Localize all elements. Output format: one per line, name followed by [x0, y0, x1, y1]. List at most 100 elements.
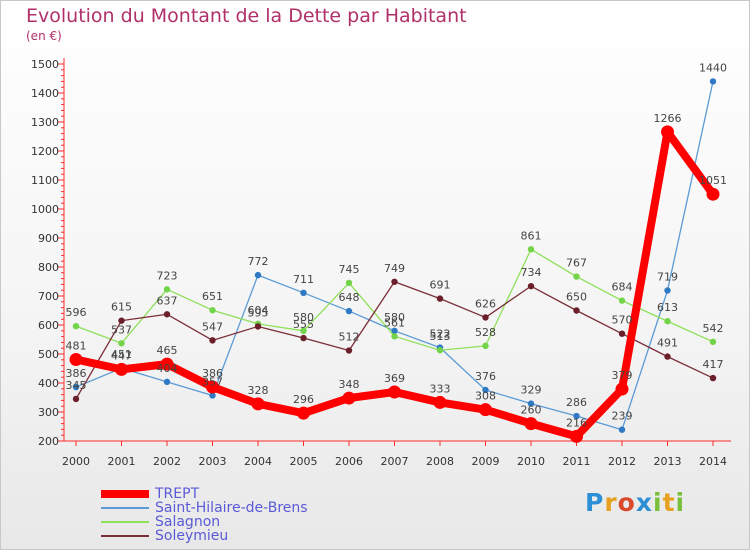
- data-label-soleymieu: 650: [566, 291, 587, 304]
- data-label-salagnon: 604: [248, 304, 269, 317]
- data-point-trept: [388, 385, 401, 399]
- y-tick-label: 1000: [31, 203, 59, 216]
- data-label-salagnon: 513: [430, 330, 451, 343]
- data-label-soleymieu: 595: [248, 306, 269, 319]
- data-label-trept: 333: [430, 382, 451, 395]
- data-point-soleymieu: [254, 323, 262, 330]
- x-tick-label: 2000: [62, 455, 90, 468]
- data-label-saint-hilaire-de-brens: 719: [657, 270, 678, 283]
- data-point-trept: [251, 397, 265, 411]
- data-point-soleymieu: [573, 307, 580, 314]
- data-point-salagnon: [391, 333, 398, 340]
- data-label-trept: 481: [66, 340, 87, 353]
- data-point-salagnon: [664, 318, 671, 325]
- data-point-saint-hilaire-de-brens: [391, 327, 398, 334]
- data-label-trept: 1051: [699, 174, 727, 187]
- data-label-saint-hilaire-de-brens: 451: [111, 348, 132, 361]
- legend-swatch-soleymieu: [101, 535, 149, 537]
- data-point-saint-hilaire-de-brens: [527, 400, 535, 407]
- y-tick-label: 400: [38, 377, 59, 390]
- axes: 200 300 400 500 600 700 800 900 1000 1100 1200 1300…: [31, 58, 731, 468]
- data-label-soleymieu: 345: [66, 379, 87, 392]
- data-point-salagnon: [618, 297, 626, 304]
- data-point-saint-hilaire-de-brens: [482, 386, 489, 394]
- legend-item-soleymieu: Soleymieu: [101, 529, 308, 543]
- x-tick-label: 2008: [426, 455, 454, 468]
- x-tick-label: 2006: [335, 455, 363, 468]
- data-point-soleymieu: [163, 311, 171, 318]
- data-point-salagnon: [709, 338, 717, 346]
- data-label-trept: 296: [293, 393, 314, 406]
- data-label-salagnon: 542: [703, 322, 724, 335]
- y-tick-label: 500: [38, 348, 59, 361]
- data-point-saint-hilaire-de-brens: [664, 287, 671, 294]
- data-point-soleymieu: [709, 374, 717, 382]
- data-label-soleymieu: 626: [475, 297, 496, 310]
- data-label-saint-hilaire-de-brens: 329: [521, 384, 542, 397]
- data-point-saint-hilaire-de-brens: [72, 383, 80, 391]
- y-tick-label: 1200: [31, 145, 59, 158]
- data-point-trept: [297, 406, 310, 420]
- data-point-salagnon: [436, 347, 444, 354]
- x-tick-label: 2014: [699, 455, 727, 468]
- data-label-soleymieu: 547: [202, 320, 223, 333]
- data-point-soleymieu: [118, 317, 125, 324]
- data-point-soleymieu: [300, 334, 307, 342]
- data-label-saint-hilaire-de-brens: 376: [475, 370, 496, 383]
- data-label-trept: 328: [248, 384, 269, 397]
- data-label-salagnon: 596: [66, 306, 87, 319]
- data-label-trept: 386: [202, 367, 223, 380]
- data-label-saint-hilaire-de-brens: 357: [202, 375, 223, 388]
- x-tick-label: 2004: [244, 455, 272, 468]
- x-tick-label: 2011: [563, 455, 591, 468]
- data-label-saint-hilaire-de-brens: 522: [430, 328, 451, 341]
- data-point-salagnon: [118, 340, 125, 347]
- legend-label-soleymieu: Soleymieu: [155, 528, 229, 544]
- x-tick-label: 2013: [654, 455, 682, 468]
- data-label-soleymieu: 691: [430, 279, 451, 292]
- data-point-trept: [706, 187, 720, 201]
- data-point-soleymieu: [391, 278, 398, 285]
- data-label-trept: 308: [475, 390, 496, 403]
- data-label-soleymieu: 749: [384, 262, 405, 275]
- data-label-salagnon: 537: [111, 323, 132, 336]
- data-point-salagnon: [573, 273, 580, 280]
- legend: TREPT Saint-Hilaire-de-Brens Salagnon So…: [101, 487, 308, 543]
- y-tick-label: 800: [38, 261, 59, 274]
- legend-item-trept: TREPT: [101, 487, 308, 501]
- data-point-salagnon: [72, 322, 80, 330]
- data-point-saint-hilaire-de-brens: [345, 307, 353, 315]
- data-point-saint-hilaire-de-brens: [254, 271, 262, 279]
- x-tick-label: 2007: [381, 455, 409, 468]
- data-point-soleymieu: [618, 330, 626, 337]
- proxiti-logo: Proxiti: [585, 488, 686, 517]
- data-point-salagnon: [345, 279, 353, 287]
- data-label-salagnon: 745: [339, 263, 360, 276]
- data-point-salagnon: [300, 327, 307, 334]
- data-point-saint-hilaire-de-brens: [709, 78, 717, 85]
- data-point-trept: [342, 391, 356, 405]
- data-point-saint-hilaire-de-brens: [300, 289, 307, 297]
- chart-subtitle: (en €): [26, 29, 62, 43]
- series-layer: [69, 78, 720, 443]
- data-label-saint-hilaire-de-brens: 648: [339, 291, 360, 304]
- y-tick-label: 1400: [31, 87, 59, 100]
- data-point-trept: [160, 357, 174, 371]
- y-tick-label: 600: [38, 319, 59, 332]
- data-label-soleymieu: 491: [657, 337, 678, 350]
- data-label-trept: 348: [339, 378, 360, 391]
- x-tick-label: 2009: [472, 455, 500, 468]
- data-label-soleymieu: 512: [339, 331, 360, 344]
- data-point-trept: [115, 362, 128, 376]
- data-point-salagnon: [527, 246, 535, 253]
- legend-swatch-salagnon: [101, 521, 149, 523]
- data-label-saint-hilaire-de-brens: 286: [566, 396, 587, 409]
- line-chart: 200 300 400 500 600 700 800 900 1000 1100 1200 1300…: [31, 58, 731, 468]
- data-point-soleymieu: [209, 337, 216, 344]
- data-label-salagnon: 528: [475, 326, 496, 339]
- legend-label-trept: TREPT: [155, 486, 200, 502]
- data-point-salagnon: [209, 307, 216, 314]
- legend-label-saint-hilaire-de-brens: Saint-Hilaire-de-Brens: [155, 500, 308, 516]
- data-point-saint-hilaire-de-brens: [209, 392, 216, 399]
